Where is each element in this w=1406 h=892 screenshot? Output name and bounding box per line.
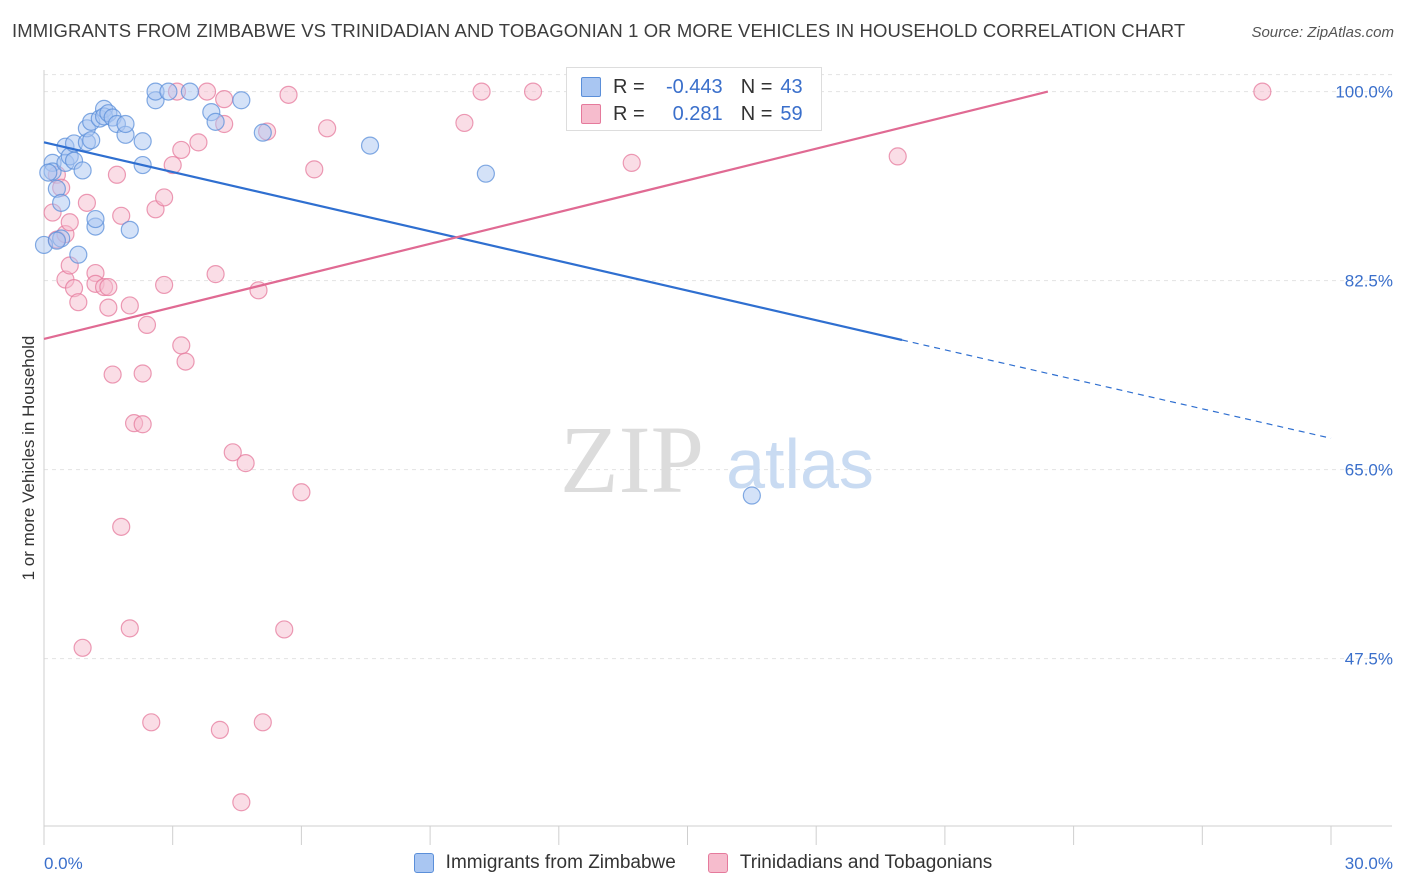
trinidadian-point-6: [60, 213, 79, 232]
series-zimbabwe-points: [34, 82, 761, 505]
blue-swatch: [413, 853, 434, 873]
zimbabwe-point-38: [476, 164, 495, 183]
trinidadian-point-53: [455, 113, 474, 133]
x-tick-label-end: 30.0%: [1345, 854, 1393, 873]
zimbabwe-trend-line: [43, 141, 903, 342]
legend-item-trinidadians[interactable]: Trinidadians and Tobagonians: [707, 852, 993, 874]
trinidadian-point-17: [103, 365, 122, 384]
zimbabwe-point-18: [86, 209, 105, 229]
trinidadian-point-54: [472, 82, 491, 101]
trinidadian-point-10: [73, 638, 92, 657]
trinidadian-point-35: [176, 352, 195, 371]
n-value: 43: [780, 75, 803, 98]
trinidadian-point-55: [523, 82, 543, 101]
pink-swatch: [707, 853, 728, 873]
r-value: -0.443: [665, 75, 723, 98]
trinidadian-point-24: [133, 364, 152, 383]
legend-item-zimbabwe[interactable]: Immigrants from Zimbabwe: [413, 852, 676, 874]
zimbabwe-point-26: [120, 220, 139, 239]
grid-layer: [44, 74, 1392, 660]
trinidadian-point-38: [206, 265, 225, 284]
watermark: ZIP atlas: [560, 406, 874, 513]
trinidadian-point-20: [112, 517, 131, 536]
trinidadian-point-27: [142, 713, 161, 732]
x-tick-label-start: 0.0%: [44, 854, 83, 873]
trinidadian-point-15: [99, 277, 118, 297]
zimbabwe-point-42: [116, 114, 135, 134]
zimbabwe-trend-extension: [901, 339, 1332, 439]
trinidadian-point-31: [163, 155, 182, 175]
zimbabwe-point-11: [69, 245, 88, 264]
trinidadian-point-56: [622, 153, 641, 172]
zimbabwe-point-37: [360, 136, 380, 155]
zimbabwe-point-31: [159, 82, 178, 101]
tick-labels: 100.0% 82.5% 65.0% 47.5% 0.0% 30.0%: [44, 83, 1393, 873]
trinidadian-point-43: [232, 793, 251, 812]
trinidadian-point-58: [1253, 82, 1272, 101]
zimbabwe-point-15: [82, 131, 101, 150]
zimbabwe-point-12: [73, 161, 92, 180]
trinidadian-point-37: [197, 82, 217, 101]
legend-label: Immigrants from Zimbabwe: [445, 852, 676, 873]
pink-swatch: [581, 104, 601, 124]
y-tick-label-3: 47.5%: [1345, 650, 1393, 669]
legend-label: Trinidadians and Tobagonians: [739, 852, 993, 873]
y-tick-label-2: 65.0%: [1345, 461, 1393, 480]
zimbabwe-point-4: [52, 193, 71, 212]
trinidadian-point-34: [172, 336, 191, 355]
zimbabwe-point-36: [253, 123, 272, 142]
watermark-zip: ZIP: [560, 406, 704, 513]
y-tick-label-0: 100.0%: [1335, 83, 1393, 102]
trinidadian-point-26: [137, 315, 157, 334]
trinidadian-point-46: [253, 713, 272, 732]
trinidadian-trend-line: [43, 90, 1049, 340]
trinidadian-point-48: [275, 620, 294, 639]
zimbabwe-point-41: [47, 231, 66, 250]
trinidadian-point-36: [189, 133, 208, 152]
series-legend: Immigrants from Zimbabwe Trinidadians an…: [0, 852, 1406, 874]
correlation-legend: R = -0.443 N = 43 R = 0.281 N = 59: [566, 67, 822, 131]
trinidadian-point-51: [305, 160, 324, 179]
n-value: 59: [780, 102, 803, 125]
zimbabwe-point-27: [133, 132, 152, 151]
legend-row-trinidadians: R = 0.281 N = 59: [581, 102, 803, 126]
trinidadian-point-41: [215, 90, 234, 109]
legend-row-zimbabwe: R = -0.443 N = 43: [581, 75, 803, 99]
trinidadian-point-25: [133, 415, 152, 434]
trinidadian-point-21: [120, 296, 139, 315]
r-value: 0.281: [672, 102, 723, 125]
trinidadian-point-50: [292, 483, 311, 502]
trinidadian-point-11: [77, 193, 97, 212]
trinidadian-point-9: [69, 293, 88, 312]
chart-title: IMMIGRANTS FROM ZIMBABWE VS TRINIDADIAN …: [12, 20, 1186, 41]
trinidadian-point-16: [99, 298, 118, 317]
source-credit: Source: ZipAtlas.com: [1251, 24, 1394, 41]
zimbabwe-point-39: [742, 486, 761, 505]
zimbabwe-point-40: [39, 163, 58, 182]
n-label: N =: [740, 75, 773, 98]
zimbabwe-point-35: [232, 91, 251, 110]
trinidadian-point-29: [155, 188, 174, 207]
trinidadian-point-39: [210, 720, 229, 739]
zimbabwe-point-32: [180, 82, 199, 101]
trinidadian-point-19: [112, 206, 131, 225]
blue-swatch: [581, 77, 601, 97]
trinidadian-point-57: [888, 147, 907, 166]
zimbabwe-point-34: [206, 112, 225, 131]
y-tick-label-1: 82.5%: [1345, 272, 1393, 291]
trinidadian-point-52: [318, 119, 337, 138]
trinidadian-point-49: [279, 85, 298, 104]
trinidadian-point-30: [155, 275, 174, 295]
trinidadian-point-42: [223, 443, 242, 462]
trinidadian-point-33: [172, 140, 191, 160]
axis-layer: [43, 70, 1392, 845]
r-label: R =: [613, 102, 645, 125]
trinidadian-point-22: [120, 619, 139, 638]
trend-lines: [43, 90, 1332, 439]
n-label: N =: [740, 102, 773, 125]
trinidadian-point-44: [236, 454, 255, 473]
r-label: R =: [613, 75, 645, 98]
trinidadian-point-18: [107, 165, 127, 184]
